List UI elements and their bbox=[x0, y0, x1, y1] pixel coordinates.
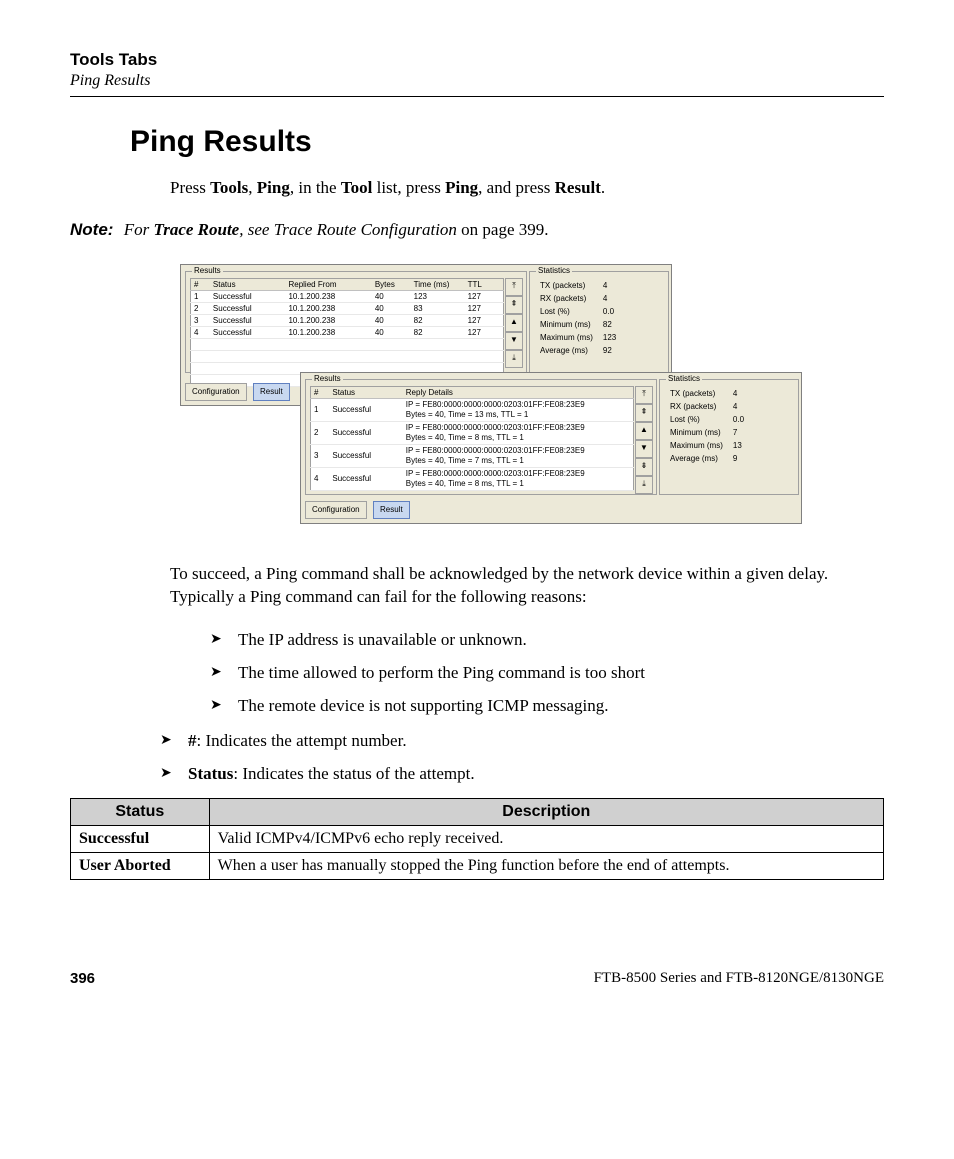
header-section-title: Tools Tabs bbox=[70, 50, 884, 70]
scroll-down-icon[interactable]: ▼ bbox=[635, 440, 653, 458]
paragraph-2: To succeed, a Ping command shall be ackn… bbox=[170, 563, 884, 609]
scroll-up-icon[interactable]: ▲ bbox=[505, 314, 523, 332]
stat-row: Average (ms)92 bbox=[536, 345, 620, 356]
scroll-pageup-icon[interactable]: ⇞ bbox=[635, 404, 653, 422]
results-table: #StatusReply Details1SuccessfulIP = FE80… bbox=[310, 386, 634, 491]
stat-row: TX (packets)4 bbox=[536, 280, 620, 291]
table-row: 1SuccessfulIP = FE80:0000:0000:0000:0203… bbox=[311, 398, 634, 421]
page-number: 396 bbox=[70, 970, 95, 987]
inner-bullet-list: The IP address is unavailable or unknown… bbox=[210, 629, 884, 718]
scroll-down-icon[interactable]: ▼ bbox=[505, 332, 523, 350]
table-row: 3Successful10.1.200.2384082127 bbox=[191, 314, 504, 326]
col-header: Time (ms) bbox=[411, 278, 465, 290]
stats-group-label: Statistics bbox=[536, 266, 572, 275]
stat-row: Lost (%)0.0 bbox=[536, 306, 620, 317]
table-row: 1Successful10.1.200.23840123127 bbox=[191, 290, 504, 302]
status-table-header: Status bbox=[71, 798, 210, 825]
scroll-bottom-icon[interactable]: ⤓ bbox=[505, 350, 523, 368]
table-row: 2Successful10.1.200.2384083127 bbox=[191, 302, 504, 314]
results-group: Results #StatusReply Details1SuccessfulI… bbox=[305, 379, 657, 495]
col-header: # bbox=[191, 278, 210, 290]
table-row: SuccessfulValid ICMPv4/ICMPv6 echo reply… bbox=[71, 825, 884, 852]
note-line: Note: For Trace Route, see Trace Route C… bbox=[70, 220, 884, 240]
table-row: 4SuccessfulIP = FE80:0000:0000:0000:0203… bbox=[311, 467, 634, 490]
results-table: #StatusReplied FromBytesTime (ms)TTL1Suc… bbox=[190, 278, 504, 387]
tab-configuration[interactable]: Configuration bbox=[305, 501, 367, 519]
stats-group: Statistics TX (packets)4RX (packets)4Los… bbox=[529, 271, 669, 373]
tab-result[interactable]: Result bbox=[373, 501, 410, 519]
col-header: Reply Details bbox=[403, 386, 634, 398]
stat-row: Average (ms)9 bbox=[666, 453, 748, 464]
scroll-bottom-icon[interactable]: ⤓ bbox=[635, 476, 653, 494]
col-header: Bytes bbox=[372, 278, 411, 290]
stats-group-label: Statistics bbox=[666, 374, 702, 383]
results-panel-ipv6: Results #StatusReply Details1SuccessfulI… bbox=[300, 372, 802, 524]
tab-result[interactable]: Result bbox=[253, 383, 290, 401]
table-row: User AbortedWhen a user has manually sto… bbox=[71, 852, 884, 879]
page-header: Tools Tabs Ping Results bbox=[70, 50, 884, 97]
results-group: Results #StatusReplied FromBytesTime (ms… bbox=[185, 271, 527, 373]
stat-row: TX (packets)4 bbox=[666, 388, 748, 399]
col-header: # bbox=[311, 386, 330, 398]
col-header: Status bbox=[210, 278, 286, 290]
bullet-item: The remote device is not supporting ICMP… bbox=[210, 695, 884, 718]
status-table: Status Description SuccessfulValid ICMPv… bbox=[70, 798, 884, 880]
main-heading: Ping Results bbox=[130, 125, 884, 159]
stat-row: Lost (%)0.0 bbox=[666, 414, 748, 425]
header-rule bbox=[70, 96, 884, 97]
col-header: Replied From bbox=[285, 278, 371, 290]
note-label: Note: bbox=[70, 220, 113, 239]
table-row: 2SuccessfulIP = FE80:0000:0000:0000:0203… bbox=[311, 421, 634, 444]
scroll-top-icon[interactable]: ⤒ bbox=[635, 386, 653, 404]
scroll-pageup-icon[interactable]: ⇞ bbox=[505, 296, 523, 314]
col-header: TTL bbox=[465, 278, 504, 290]
results-group-label: Results bbox=[312, 374, 343, 383]
bullet-item: #: Indicates the attempt number. bbox=[160, 730, 884, 753]
outer-bullet-list: #: Indicates the attempt number. Status: … bbox=[160, 730, 884, 786]
intro-paragraph: Press Tools, Ping, in the Tool list, pre… bbox=[170, 177, 884, 200]
tab-configuration[interactable]: Configuration bbox=[185, 383, 247, 401]
stat-row: Minimum (ms)82 bbox=[536, 319, 620, 330]
col-header: Status bbox=[329, 386, 402, 398]
stats-list: TX (packets)4 RX (packets)4 Lost (%)0.0 Min… bbox=[534, 278, 622, 358]
scroll-up-icon[interactable]: ▲ bbox=[635, 422, 653, 440]
bullet-item: Status: Indicates the status of the atte… bbox=[160, 763, 884, 786]
header-subtitle: Ping Results bbox=[70, 72, 884, 90]
stats-list: TX (packets)4 RX (packets)4 Lost (%)0.0 Min… bbox=[664, 386, 750, 466]
scroll-pagedown-icon[interactable]: ⇟ bbox=[635, 458, 653, 476]
table-row: 3SuccessfulIP = FE80:0000:0000:0000:0203… bbox=[311, 444, 634, 467]
screenshot-area: Results #StatusReplied FromBytesTime (ms… bbox=[180, 264, 884, 549]
table-row: 4Successful10.1.200.2384082127 bbox=[191, 326, 504, 338]
bullet-item: The time allowed to perform the Ping com… bbox=[210, 662, 884, 685]
status-table-header: Description bbox=[209, 798, 883, 825]
doc-id: FTB-8500 Series and FTB-8120NGE/8130NGE bbox=[594, 970, 884, 987]
stat-row: Minimum (ms)7 bbox=[666, 427, 748, 438]
stat-row: RX (packets)4 bbox=[536, 293, 620, 304]
results-group-label: Results bbox=[192, 266, 223, 275]
stats-group: Statistics TX (packets)4RX (packets)4Los… bbox=[659, 379, 799, 495]
page-footer: 396 FTB-8500 Series and FTB-8120NGE/8130… bbox=[70, 970, 884, 987]
scroll-top-icon[interactable]: ⤒ bbox=[505, 278, 523, 296]
stat-row: RX (packets)4 bbox=[666, 401, 748, 412]
stat-row: Maximum (ms)13 bbox=[666, 440, 748, 451]
stat-row: Maximum (ms)123 bbox=[536, 332, 620, 343]
bullet-item: The IP address is unavailable or unknown… bbox=[210, 629, 884, 652]
